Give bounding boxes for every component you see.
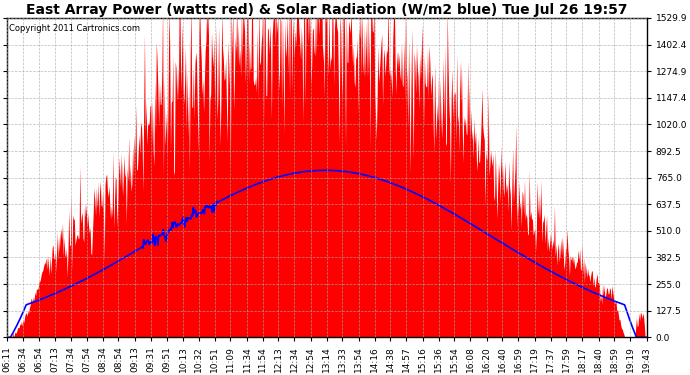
Text: Copyright 2011 Cartronics.com: Copyright 2011 Cartronics.com bbox=[8, 24, 139, 33]
Title: East Array Power (watts red) & Solar Radiation (W/m2 blue) Tue Jul 26 19:57: East Array Power (watts red) & Solar Rad… bbox=[26, 3, 628, 17]
